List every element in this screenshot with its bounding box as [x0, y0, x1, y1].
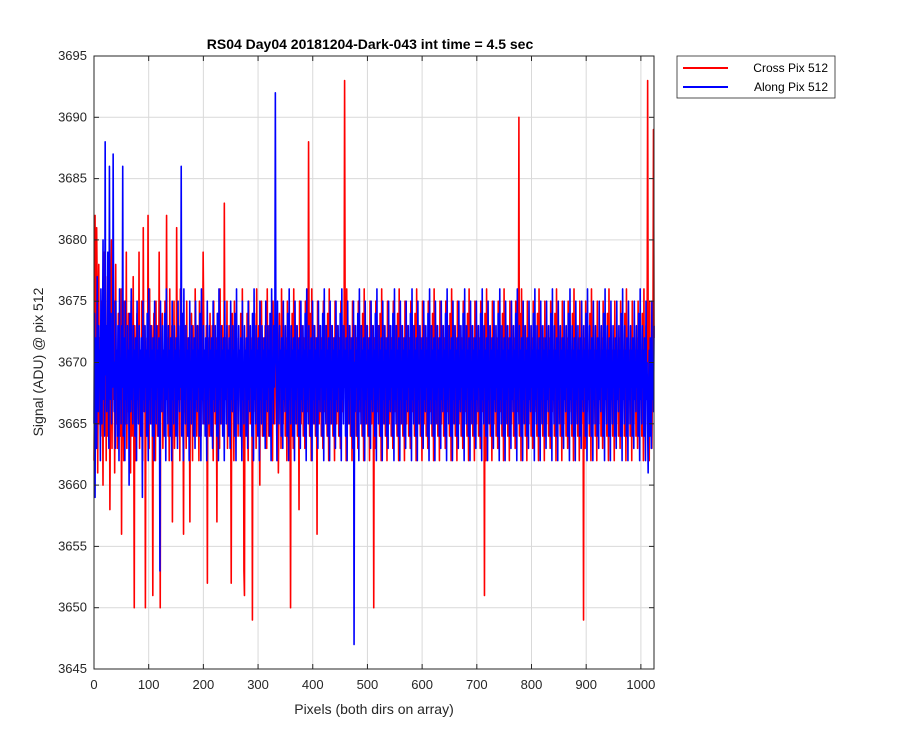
y-tick-label: 3685	[58, 171, 87, 186]
y-tick-label: 3670	[58, 355, 87, 370]
legend-label-cross: Cross Pix 512	[753, 61, 828, 75]
x-tick-label: 300	[247, 677, 269, 692]
y-tick-label: 3650	[58, 600, 87, 615]
series-line-along-pix-512	[93, 91, 655, 646]
legend-box	[676, 55, 836, 99]
y-tick-label: 3675	[58, 293, 87, 308]
x-tick-label: 1000	[626, 677, 655, 692]
x-tick-label: 800	[521, 677, 543, 692]
x-axis-label: Pixels (both dirs on array)	[294, 701, 454, 717]
y-axis-label: Signal (ADU) @ pix 512	[30, 287, 46, 436]
x-tick-label: 100	[138, 677, 160, 692]
x-tick-label: 700	[466, 677, 488, 692]
x-tick-label: 900	[575, 677, 597, 692]
tick-marks	[93, 55, 654, 670]
x-tick-label: 500	[357, 677, 379, 692]
y-tick-labels: 3645 3650 3655 3660 3665 3670 3675 3680 3685 3690…	[58, 48, 87, 676]
legend-label-along: Along Pix 512	[754, 80, 828, 94]
x-tick-label: 200	[193, 677, 215, 692]
chart-title: RS04 Day04 20181204-Dark-043 int time = …	[207, 36, 534, 52]
y-tick-label: 3655	[58, 538, 87, 553]
x-tick-label: 400	[302, 677, 324, 692]
y-tick-label: 3660	[58, 477, 87, 492]
y-tick-label: 3665	[58, 416, 87, 431]
series-layer	[93, 79, 655, 646]
plot-area	[93, 55, 655, 670]
y-tick-label: 3645	[58, 661, 87, 676]
x-tick-label: 0	[90, 677, 97, 692]
y-tick-label: 3690	[58, 109, 87, 124]
legend: Cross Pix 512 Along Pix 512	[676, 55, 836, 99]
x-tick-labels: 0 100 200 300 400 500 600 700 800 900 1000	[90, 677, 655, 692]
y-tick-label: 3695	[58, 48, 87, 63]
y-tick-label: 3680	[58, 232, 87, 247]
x-tick-label: 600	[411, 677, 433, 692]
